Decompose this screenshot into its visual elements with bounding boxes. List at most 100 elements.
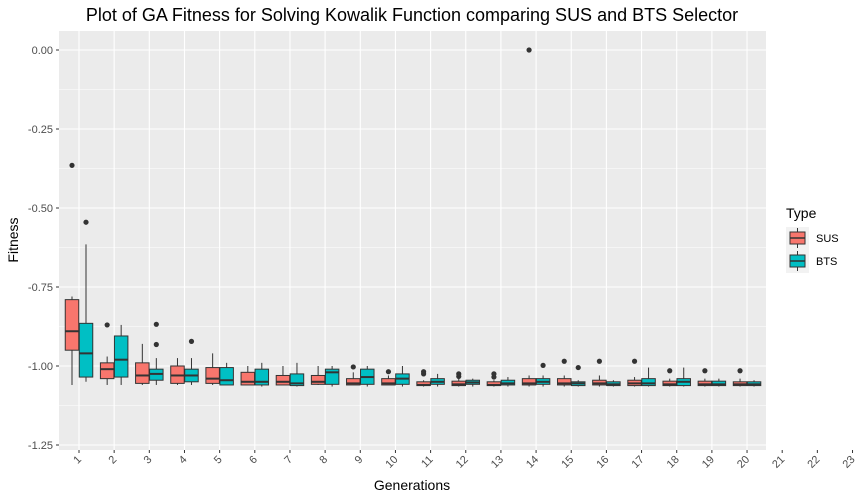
box-bts-gen-19 xyxy=(711,378,727,387)
x-axis-title: Generations xyxy=(374,477,450,493)
x-tick-label: 18 xyxy=(665,454,682,471)
outlier-point xyxy=(153,321,159,327)
x-tick-label: 11 xyxy=(419,454,436,471)
y-axis-title: Fitness xyxy=(5,217,21,262)
box-bts-gen-16 xyxy=(606,380,621,387)
box-sus-gen-16 xyxy=(592,358,607,387)
box-bts-gen-20 xyxy=(746,380,762,387)
y-tick-label: 0.00 xyxy=(32,45,53,57)
outlier-point xyxy=(596,358,603,364)
outlier-point xyxy=(702,368,708,374)
outlier-point xyxy=(188,338,195,344)
box-bts-gen-7 xyxy=(289,362,305,387)
box-layer xyxy=(64,47,762,387)
outlier-point xyxy=(421,369,427,375)
x-axis-ticks: 1 2 3 4 5 6 7 8 9 10 11 12 13 14 15 16 17 18 19 20 21 22 23 xyxy=(71,450,856,471)
y-tick-label: -0.25 xyxy=(28,124,53,136)
outlier-point xyxy=(104,322,110,328)
legend-key-sus xyxy=(786,227,809,250)
y-tick-label: -1.25 xyxy=(28,440,53,452)
y-tick-label: -1.00 xyxy=(28,361,53,373)
iqr-box xyxy=(641,378,656,387)
legend-label-bts: BTS xyxy=(816,256,837,268)
iqr-box xyxy=(205,367,220,384)
x-tick-label: 22 xyxy=(805,454,822,471)
x-tick-label: 15 xyxy=(559,454,576,471)
x-tick-label: 21 xyxy=(770,454,787,471)
x-tick-label: 6 xyxy=(247,454,260,467)
x-tick-label: 1 xyxy=(71,454,84,467)
x-tick-label: 2 xyxy=(106,454,119,467)
x-tick-label: 16 xyxy=(594,454,611,471)
iqr-box xyxy=(310,374,326,385)
x-tick-label: 19 xyxy=(700,454,717,471)
iqr-box xyxy=(240,371,256,386)
x-tick-label: 13 xyxy=(489,454,506,471)
box-bts-gen-15 xyxy=(570,364,586,387)
outlier-point xyxy=(153,341,159,348)
box-bts-gen-12 xyxy=(465,378,481,387)
iqr-box xyxy=(289,373,305,387)
box-bts-gen-3 xyxy=(149,321,164,385)
x-tick-label: 10 xyxy=(383,454,400,471)
box-bts-gen-8 xyxy=(324,366,340,387)
box-bts-gen-11 xyxy=(430,373,445,387)
box-bts-gen-18 xyxy=(676,367,691,387)
box-sus-gen-6 xyxy=(240,366,256,386)
iqr-box xyxy=(275,374,291,386)
box-sus-gen-1 xyxy=(64,162,80,385)
outlier-point xyxy=(69,162,75,168)
box-bts-gen-4 xyxy=(184,338,199,385)
outlier-point xyxy=(456,371,462,377)
x-tick-label: 9 xyxy=(353,454,366,467)
outlier-point xyxy=(491,371,497,377)
x-tick-label: 17 xyxy=(630,454,647,471)
iqr-box xyxy=(64,299,80,351)
legend-title: Type xyxy=(786,205,817,221)
box-bts-gen-10 xyxy=(395,366,410,387)
box-sus-gen-2 xyxy=(99,322,115,385)
y-tick-label: -0.75 xyxy=(28,282,53,294)
x-tick-label: 8 xyxy=(317,454,330,467)
box-sus-gen-8 xyxy=(310,366,326,385)
y-tick-label: -0.50 xyxy=(28,203,53,215)
box-bts-gen-17 xyxy=(641,367,656,387)
iqr-box xyxy=(99,362,115,380)
box-bts-gen-2 xyxy=(113,324,129,385)
outlier-point xyxy=(83,219,89,225)
x-tick-label: 20 xyxy=(735,454,752,471)
outlier-point xyxy=(631,358,638,364)
iqr-box xyxy=(78,322,94,378)
x-tick-label: 3 xyxy=(142,454,155,467)
box-bts-gen-14 xyxy=(535,362,551,387)
iqr-box xyxy=(219,367,234,386)
series-bts xyxy=(78,219,762,387)
box-bts-gen-6 xyxy=(254,362,270,387)
outlier-point xyxy=(540,362,546,368)
iqr-box xyxy=(135,362,150,384)
box-sus-gen-17 xyxy=(627,358,642,387)
x-tick-label: 7 xyxy=(282,454,295,467)
box-sus-gen-9 xyxy=(346,364,361,386)
x-tick-label: 14 xyxy=(524,454,541,471)
x-tick-label: 12 xyxy=(454,454,471,471)
legend: Type SUS BTS xyxy=(786,205,839,273)
outlier-point xyxy=(667,368,673,374)
x-tick-label: 23 xyxy=(840,454,856,471)
box-bts-gen-9 xyxy=(360,366,375,387)
chart-title: Plot of GA Fitness for Solving Kowalik F… xyxy=(86,5,738,25)
x-tick-label: 5 xyxy=(212,454,225,467)
series-sus xyxy=(64,47,748,387)
outlier-point xyxy=(526,47,532,53)
legend-label-sus: SUS xyxy=(816,233,839,245)
outlier-point xyxy=(350,364,356,370)
iqr-box xyxy=(113,335,129,378)
outlier-point xyxy=(575,364,581,371)
outlier-point xyxy=(737,368,743,374)
outlier-point xyxy=(561,358,567,364)
x-tick-label: 4 xyxy=(177,454,190,467)
outlier-point xyxy=(385,369,392,375)
box-bts-gen-13 xyxy=(500,377,516,387)
box-sus-gen-11 xyxy=(416,369,431,387)
